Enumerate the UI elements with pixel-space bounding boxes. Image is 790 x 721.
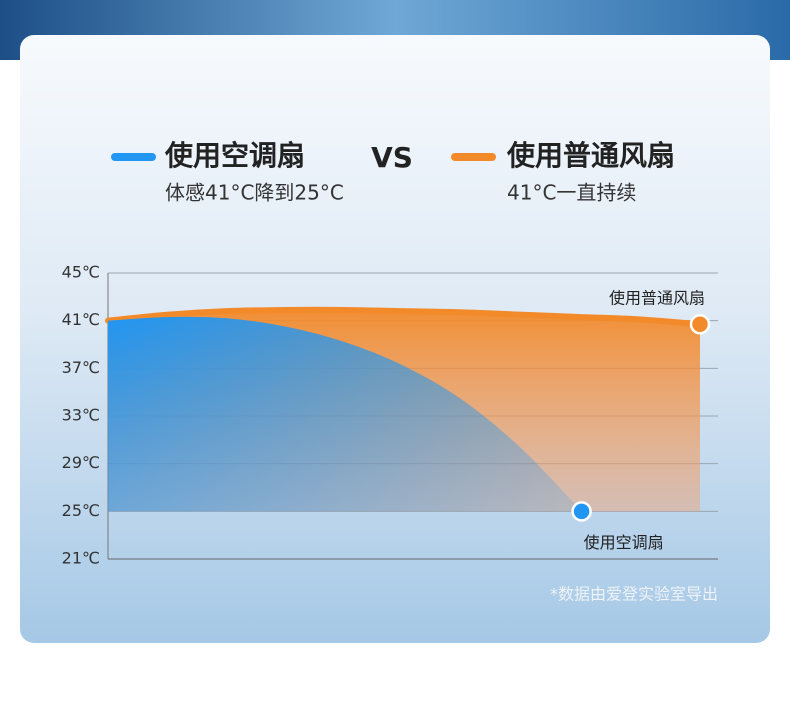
area	[108, 316, 582, 512]
legend-title: 使用普通风扇	[506, 139, 675, 172]
legend-subtitle: 体感41°C降到25°C	[165, 181, 344, 205]
note: *数据由爱登实验室导出	[550, 585, 718, 604]
end-marker	[689, 313, 711, 335]
y-tick-label: 41℃	[62, 310, 100, 329]
y-tick-label: 33℃	[62, 406, 100, 425]
legend-title: 使用空调扇	[164, 139, 305, 172]
y-tick-label: 45℃	[62, 263, 100, 282]
vs-label: VS	[371, 141, 413, 174]
legend-subtitle: 41°C一直持续	[507, 181, 636, 205]
end-marker	[571, 501, 592, 522]
end-label: 使用普通风扇	[609, 289, 705, 308]
y-tick-label: 37℃	[62, 358, 100, 377]
y-tick-label: 29℃	[62, 453, 100, 472]
y-tick-label: 25℃	[62, 501, 100, 520]
line	[105, 306, 703, 328]
end-label: 使用空调扇	[584, 533, 664, 552]
y-tick-label: 21℃	[62, 549, 100, 568]
